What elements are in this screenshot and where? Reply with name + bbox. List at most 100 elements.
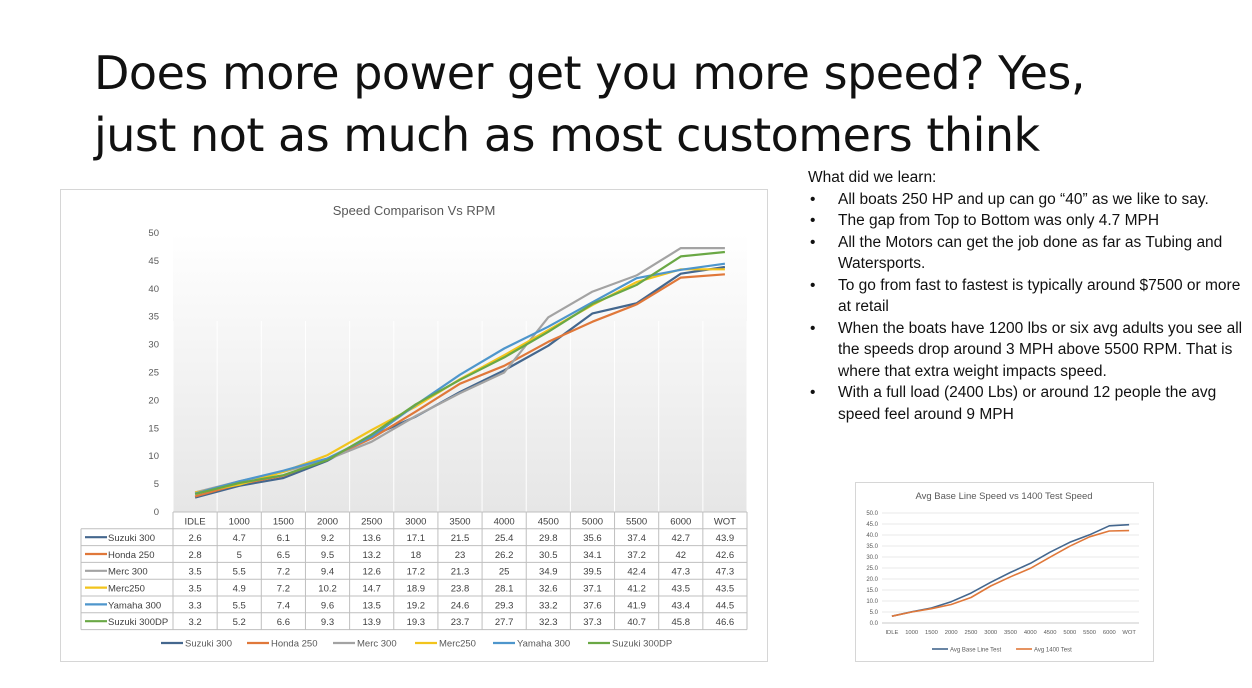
data-label: 9.6 <box>321 600 334 611</box>
y-tick-label: 25.0 <box>866 566 878 572</box>
data-label: 34.1 <box>583 550 602 561</box>
data-label: 18 <box>411 550 422 561</box>
data-label: 35.6 <box>583 533 602 544</box>
x-tick-label: 1000 <box>229 516 250 527</box>
data-label: 29.8 <box>539 533 558 544</box>
data-label: 25 <box>499 567 510 578</box>
data-label: 23.7 <box>451 617 470 628</box>
x-tick-label: 5000 <box>1063 630 1076 636</box>
data-label: 17.1 <box>407 533 426 544</box>
data-label: 43.4 <box>672 600 691 611</box>
y-tick-label: 50 <box>148 228 159 239</box>
data-label: 9.4 <box>321 567 334 578</box>
y-tick-label: 15 <box>148 423 159 434</box>
plot-area <box>173 233 747 512</box>
x-tick-label: 4000 <box>494 516 515 527</box>
data-label: 32.3 <box>539 617 558 628</box>
note-item: With a full load (2400 Lbs) or around 12… <box>808 382 1248 425</box>
data-label: 10.2 <box>318 584 337 595</box>
x-tick-label: 6000 <box>670 516 691 527</box>
data-label: 7.4 <box>277 600 290 611</box>
x-tick-label: IDLE <box>185 516 206 527</box>
data-label: 39.5 <box>583 567 602 578</box>
legend-label: Suzuki 300 <box>185 639 232 650</box>
legend-label: Avg Base Line Test <box>950 648 1001 654</box>
chart-title: Speed Comparison Vs RPM <box>333 203 496 218</box>
data-label: 41.2 <box>627 584 646 595</box>
speed-comparison-svg: Speed Comparison Vs RPM 0 5 10 15 20 25 30 35 40 4… <box>80 203 748 650</box>
data-label: 14.7 <box>362 584 381 595</box>
data-label: 18.9 <box>407 584 426 595</box>
x-tick-label: 4000 <box>1024 630 1037 636</box>
data-label: 26.2 <box>495 550 513 561</box>
y-tick-label: 10 <box>148 451 159 462</box>
x-tick-label: 1500 <box>925 630 938 636</box>
y-tick-label: 35.0 <box>866 544 878 550</box>
data-label: 42.6 <box>716 550 735 561</box>
data-label: 44.5 <box>716 600 735 611</box>
data-label: 23.8 <box>451 584 470 595</box>
note-item: When the boats have 1200 lbs or six avg … <box>808 318 1248 383</box>
y-tick-label: 0.0 <box>870 621 879 627</box>
x-tick-label: 2000 <box>317 516 338 527</box>
chart-title: Avg Base Line Speed vs 1400 Test Speed <box>915 491 1092 502</box>
y-tick-label: 5 <box>154 479 159 490</box>
data-label: 42.7 <box>672 533 691 544</box>
data-label: 37.1 <box>583 584 602 595</box>
data-label: 47.3 <box>716 567 735 578</box>
y-tick-label: 30 <box>148 340 159 351</box>
table-series-label: Merc250 <box>108 584 145 595</box>
data-label: 45.8 <box>672 617 691 628</box>
data-label: 42.4 <box>627 567 646 578</box>
data-label: 32.6 <box>539 584 558 595</box>
legend-label: Avg 1400 Test <box>1034 648 1072 654</box>
series-line-suzuki-300dp <box>194 250 726 496</box>
avg-speed-svg: Avg Base Line Speed vs 1400 Test Speed 0.… <box>866 491 1139 654</box>
data-label: 43.5 <box>672 584 691 595</box>
x-tick-label: 4500 <box>538 516 559 527</box>
note-item: All boats 250 HP and up can go “40” as w… <box>808 189 1248 211</box>
data-label: 43.5 <box>716 584 735 595</box>
x-tick-label: WOT <box>714 516 736 527</box>
x-tick-label: 5500 <box>626 516 647 527</box>
data-label: 6.1 <box>277 533 290 544</box>
table-series-label: Suzuki 300DP <box>108 617 168 628</box>
data-label: 3.5 <box>188 567 201 578</box>
x-tick-label: IDLE <box>885 630 898 636</box>
data-label: 27.7 <box>495 617 513 628</box>
data-label: 17.2 <box>407 567 426 578</box>
data-label: 13.5 <box>362 600 381 611</box>
data-label: 5.5 <box>233 567 246 578</box>
data-label: 37.4 <box>627 533 646 544</box>
y-tick-label: 35 <box>148 312 159 323</box>
data-label: 5.2 <box>233 617 246 628</box>
y-tick-label: 15.0 <box>866 588 878 594</box>
data-label: 47.3 <box>672 567 691 578</box>
notes-heading: What did we learn: <box>808 169 937 186</box>
x-tick-label: 1500 <box>273 516 294 527</box>
data-label: 5 <box>237 550 242 561</box>
data-label: 3.2 <box>188 617 201 628</box>
data-label: 24.6 <box>451 600 470 611</box>
data-label: 4.9 <box>233 584 246 595</box>
data-label: 19.3 <box>407 617 426 628</box>
data-label: 3.3 <box>188 600 201 611</box>
data-label: 41.9 <box>627 600 646 611</box>
x-tick-label: 3500 <box>449 516 470 527</box>
y-tick-label: 50.0 <box>866 511 878 517</box>
note-item: The gap from Top to Bottom was only 4.7 … <box>808 210 1248 232</box>
note-item: All the Motors can get the job done as f… <box>808 232 1248 275</box>
data-label: 33.2 <box>539 600 558 611</box>
avg-speed-chart: Avg Base Line Speed vs 1400 Test Speed 0.… <box>855 482 1154 662</box>
data-label: 37.6 <box>583 600 602 611</box>
x-tick-label: 3500 <box>1004 630 1017 636</box>
x-tick-label: 3000 <box>405 516 426 527</box>
table-series-label: Suzuki 300 <box>108 533 155 544</box>
series-line-avg-base-line-test <box>891 523 1130 617</box>
data-label: 34.9 <box>539 567 558 578</box>
y-tick-label: 25 <box>148 368 159 379</box>
data-label: 25.4 <box>495 533 513 544</box>
data-label: 42 <box>675 550 686 561</box>
data-label: 29.3 <box>495 600 513 611</box>
data-label: 5.5 <box>233 600 246 611</box>
